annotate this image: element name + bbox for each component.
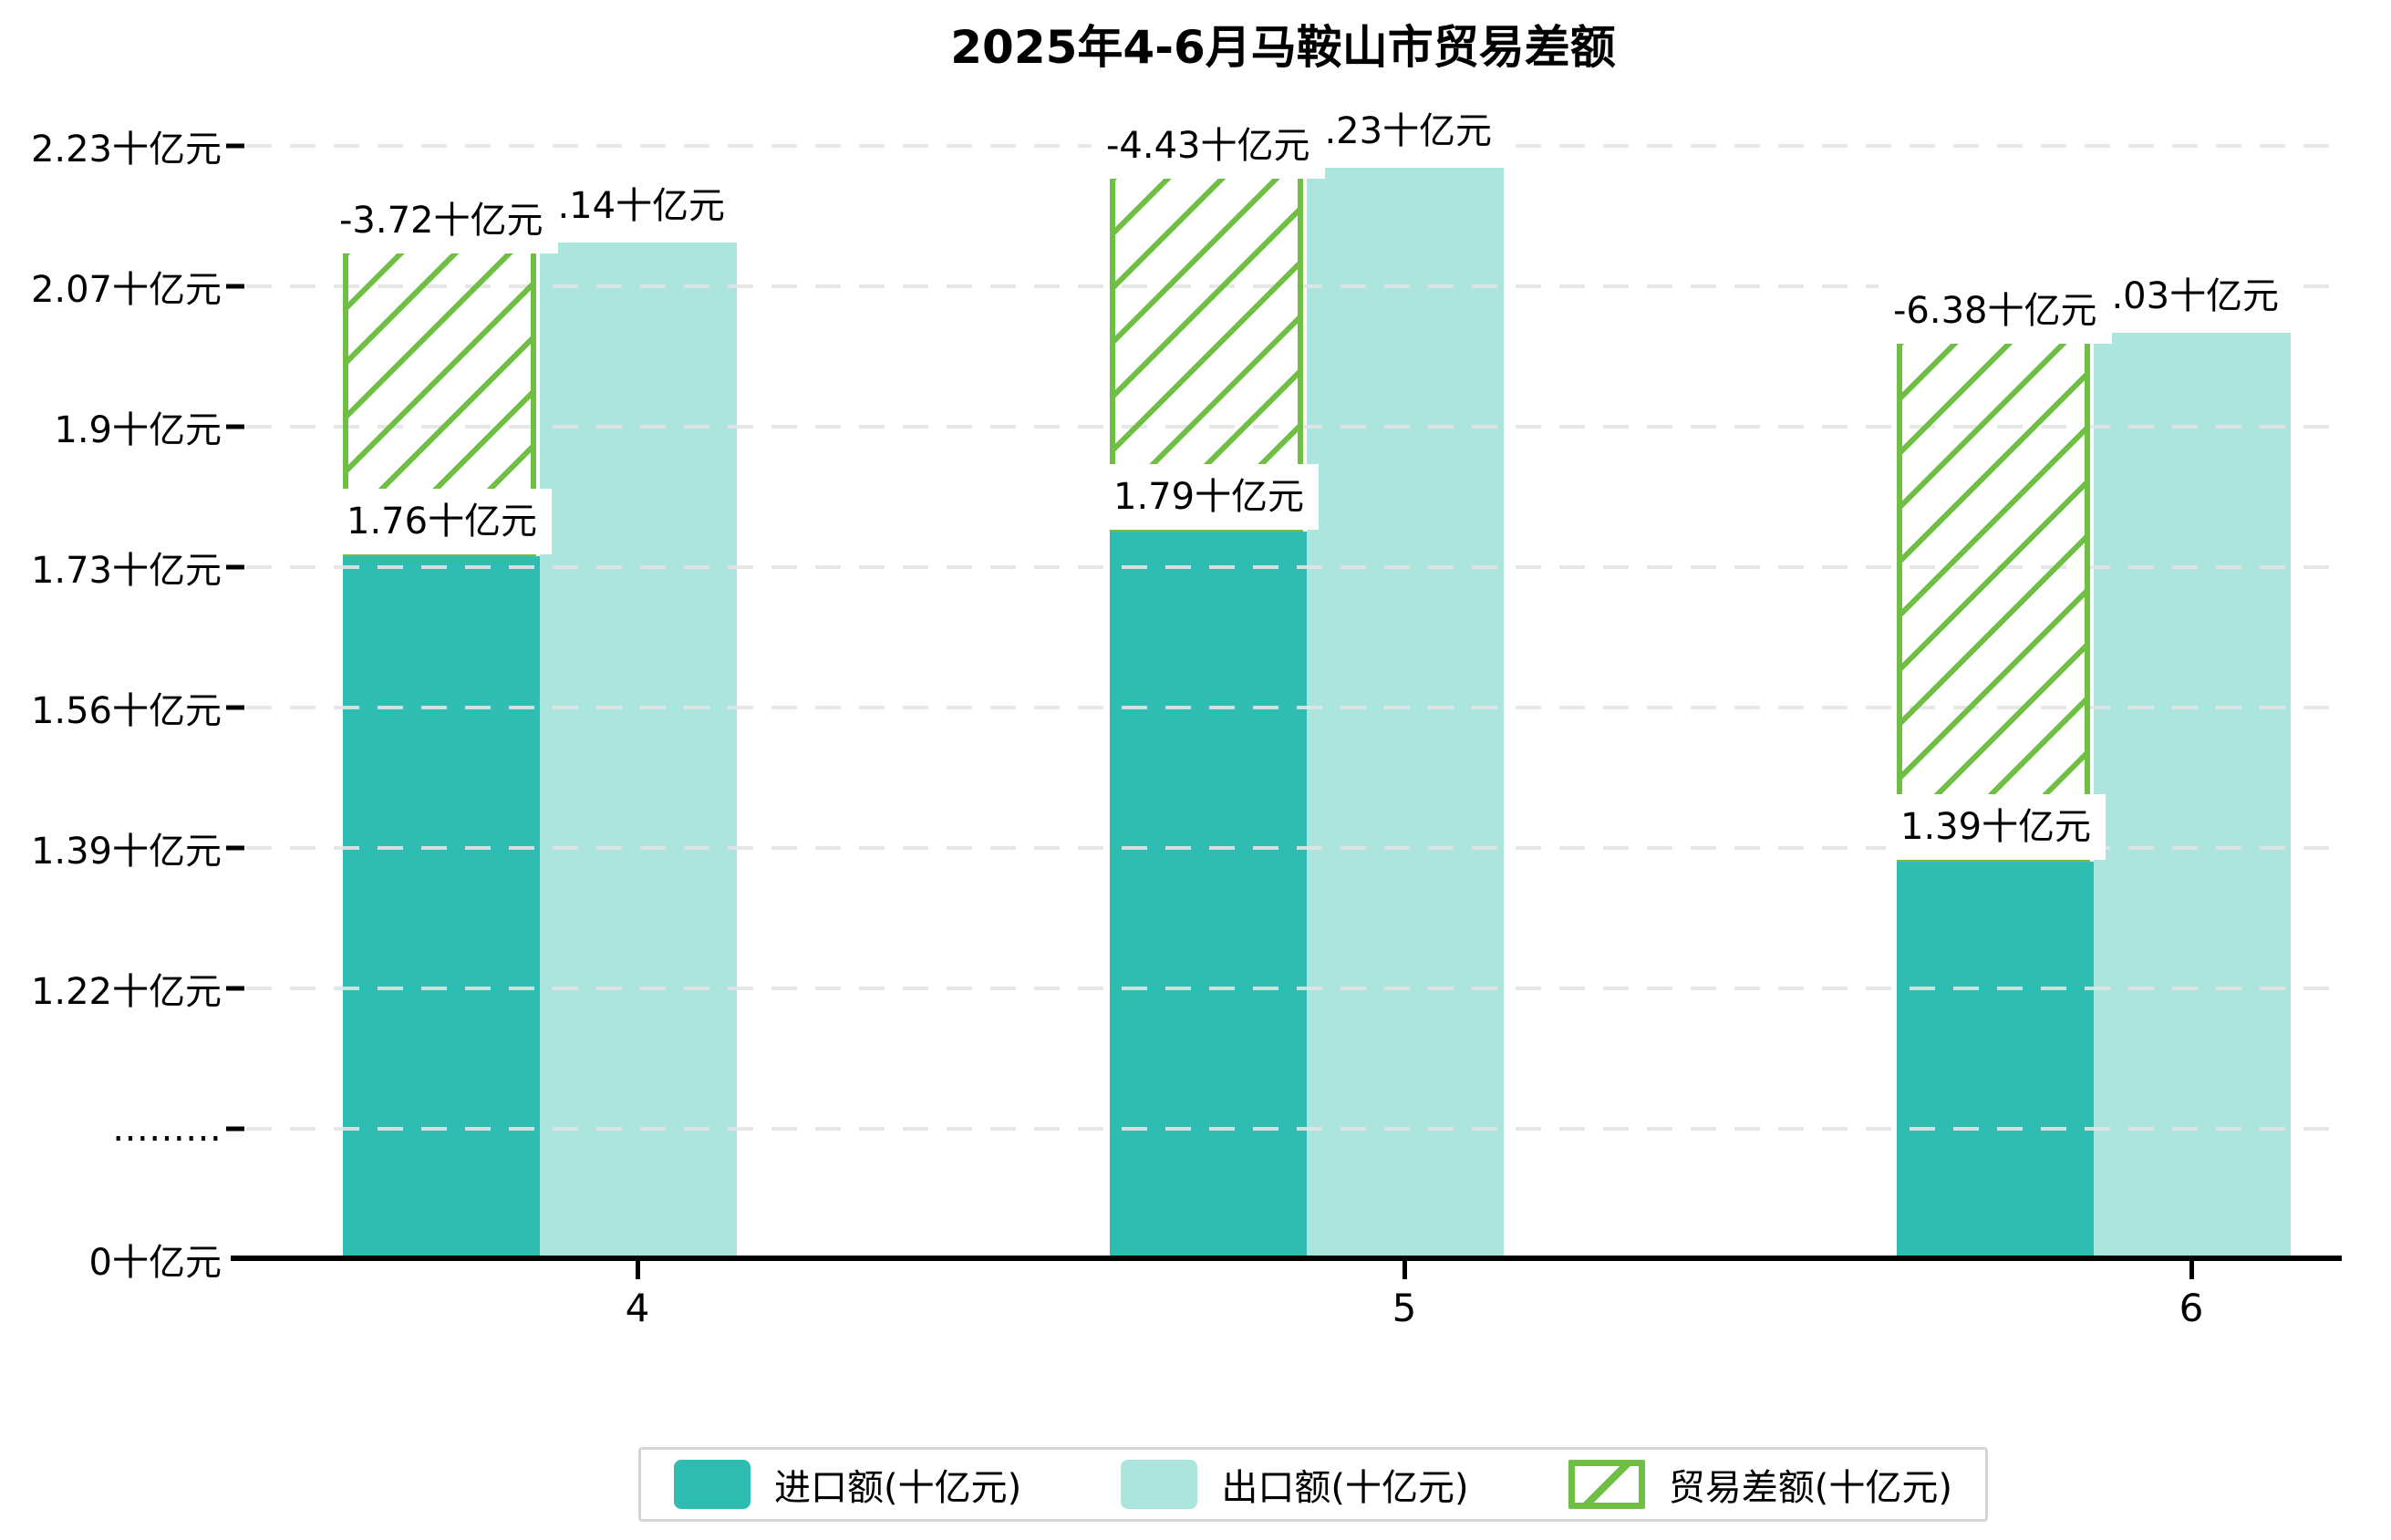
legend-item: 出口额(十亿元) <box>1121 1458 1469 1511</box>
y-axis-tick-mark <box>226 424 244 429</box>
grid-line <box>246 565 2334 569</box>
grid-line <box>246 1127 2334 1131</box>
grid-line <box>246 706 2334 709</box>
x-axis-tick-mark <box>2189 1261 2194 1279</box>
legend-swatch-balance <box>1568 1460 1645 1509</box>
legend-item: 贸易差额(十亿元) <box>1568 1458 1952 1511</box>
import-value-label: 1.79十亿元 <box>1099 464 1320 530</box>
y-axis-tick-mark <box>226 986 244 991</box>
x-axis-tick-label: 6 <box>2179 1286 2204 1330</box>
chart-title: 2025年4-6月马鞍山市贸易差额 <box>950 21 1616 74</box>
y-axis-tick-mark <box>226 143 244 149</box>
export-bar <box>1307 168 1504 1260</box>
import-bar <box>1897 862 2094 1260</box>
grid-line <box>246 987 2334 990</box>
y-axis-tick-label: 1.9十亿元 <box>54 409 222 451</box>
legend-swatch-import <box>674 1460 750 1509</box>
x-axis-tick-label: 5 <box>1392 1286 1417 1330</box>
trade-balance-value-label: -3.72十亿元 <box>325 188 558 253</box>
y-axis-tick-label: 1.39十亿元 <box>30 831 222 873</box>
y-axis-tick-label: ……… <box>112 1108 222 1150</box>
import-bar <box>1110 532 1307 1260</box>
x-axis-tick-label: 4 <box>625 1286 650 1330</box>
export-bar <box>540 243 737 1260</box>
trade-balance-value-label: -6.38十亿元 <box>1879 278 2112 344</box>
y-axis-tick-mark <box>226 845 244 851</box>
y-axis-tick-mark <box>226 1126 244 1132</box>
y-axis-tick-label: 0十亿元 <box>88 1242 222 1284</box>
import-bar <box>343 556 540 1260</box>
y-axis-tick-mark <box>226 564 244 570</box>
y-axis-tick-label: 2.23十亿元 <box>30 129 222 171</box>
y-axis-tick-label: 1.56十亿元 <box>30 690 222 732</box>
legend-item: 进口额(十亿元) <box>674 1458 1021 1511</box>
import-value-label: 1.39十亿元 <box>1886 794 2106 860</box>
y-axis-tick-mark <box>226 705 244 710</box>
x-axis-line <box>231 1256 2342 1261</box>
trade-balance-bar <box>1897 333 2090 862</box>
export-bar <box>2094 333 2291 1260</box>
legend-swatch-export <box>1121 1460 1198 1509</box>
export-value-label: 2.03十亿元 <box>2074 264 2294 329</box>
x-axis-tick-mark <box>1403 1261 1407 1279</box>
y-axis-tick-label: 1.73十亿元 <box>30 550 222 592</box>
y-axis-tick-label: 1.22十亿元 <box>30 971 222 1013</box>
y-axis-tick-mark <box>226 284 244 289</box>
x-axis-tick-mark <box>636 1261 640 1279</box>
legend-label: 贸易差额(十亿元) <box>1668 1467 1952 1509</box>
import-value-label: 1.76十亿元 <box>332 489 553 554</box>
grid-line <box>246 846 2334 850</box>
trade-balance-value-label: -4.43十亿元 <box>1092 113 1325 179</box>
legend-label: 进口额(十亿元) <box>774 1467 1022 1509</box>
legend-label: 出口额(十亿元) <box>1221 1467 1469 1509</box>
chart-legend: 进口额(十亿元) 出口额(十亿元) 贸易差额(十亿元) <box>638 1447 1988 1522</box>
y-axis-tick-label: 2.07十亿元 <box>30 269 222 311</box>
